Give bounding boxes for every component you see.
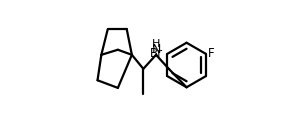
Text: F: F xyxy=(208,47,214,60)
Text: Br: Br xyxy=(150,47,164,60)
Text: H: H xyxy=(152,39,160,49)
Text: N: N xyxy=(151,43,161,56)
